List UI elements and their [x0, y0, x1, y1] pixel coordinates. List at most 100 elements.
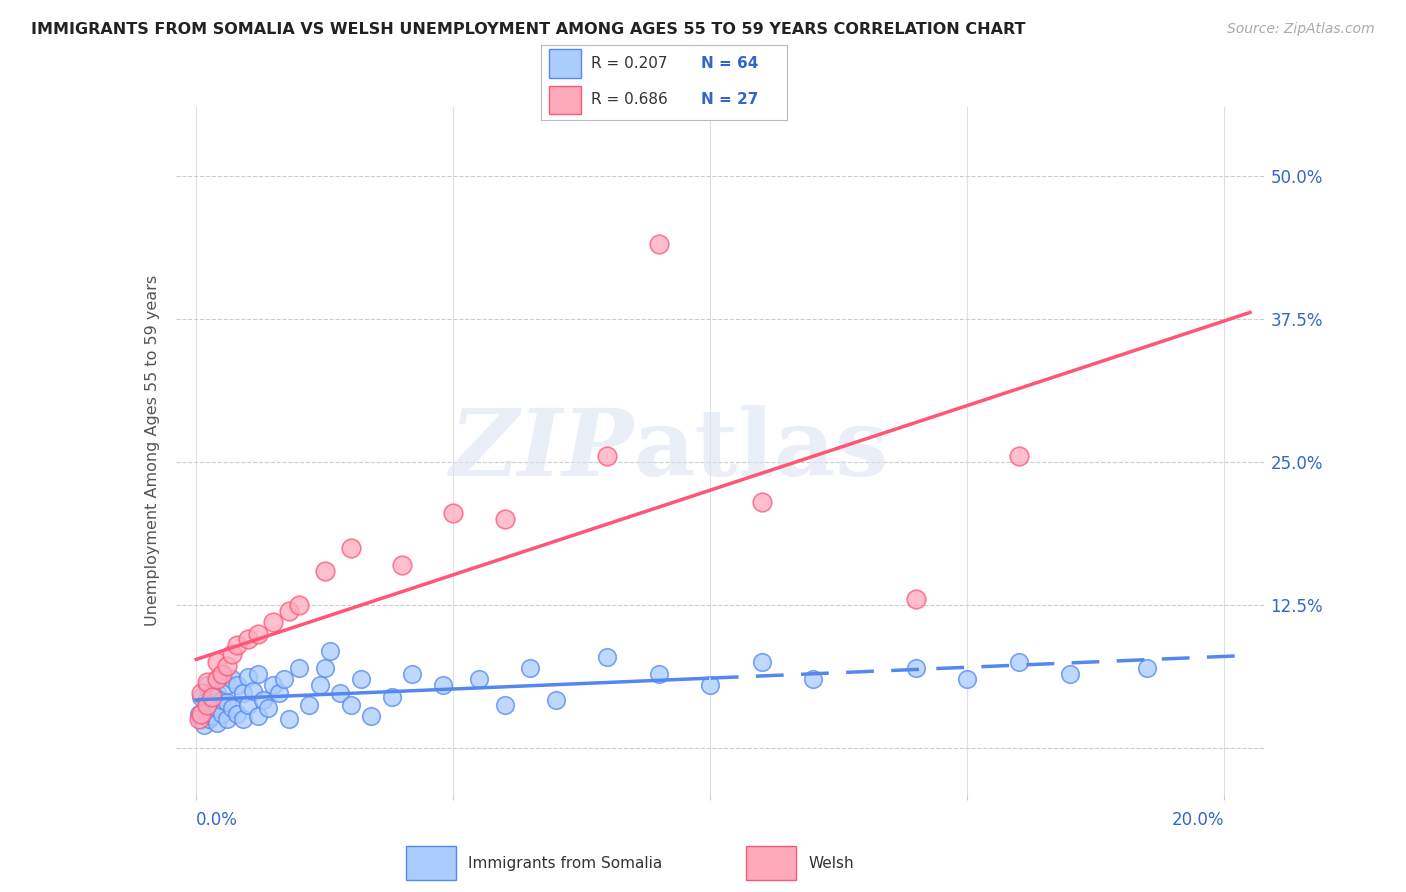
Point — [221, 647, 243, 661]
FancyBboxPatch shape — [406, 846, 456, 880]
Point — [205, 673, 228, 687]
Point — [519, 661, 541, 675]
Point — [401, 666, 423, 681]
Point — [205, 655, 228, 669]
Point — [494, 698, 516, 712]
Point — [648, 237, 671, 252]
Point — [226, 678, 249, 692]
Point — [262, 678, 284, 692]
Point — [699, 678, 721, 692]
Point — [329, 686, 352, 700]
Point — [751, 495, 773, 509]
FancyBboxPatch shape — [548, 49, 581, 78]
Point — [1008, 655, 1031, 669]
Point — [246, 626, 269, 640]
Point — [195, 674, 218, 689]
Point — [217, 678, 239, 692]
Point — [441, 507, 464, 521]
Point — [190, 713, 212, 727]
Point — [201, 690, 224, 704]
Point — [236, 670, 259, 684]
Point — [217, 713, 239, 727]
Point — [339, 541, 361, 555]
Point — [187, 713, 209, 727]
Point — [298, 698, 321, 712]
FancyBboxPatch shape — [548, 86, 581, 114]
Point — [596, 449, 619, 463]
Point — [904, 661, 927, 675]
Point — [236, 632, 259, 647]
Point — [242, 683, 264, 698]
Point — [195, 706, 218, 721]
Point — [468, 673, 491, 687]
Point — [751, 655, 773, 669]
Text: R = 0.686: R = 0.686 — [591, 93, 668, 107]
Point — [226, 706, 249, 721]
Text: atlas: atlas — [633, 406, 889, 495]
Point — [648, 666, 671, 681]
Point — [198, 713, 221, 727]
Point — [190, 706, 212, 721]
Point — [205, 686, 228, 700]
Point — [1059, 666, 1081, 681]
Point — [288, 598, 311, 612]
FancyBboxPatch shape — [747, 846, 796, 880]
Point — [801, 673, 824, 687]
Point — [201, 683, 224, 698]
Point — [246, 709, 269, 723]
Text: IMMIGRANTS FROM SOMALIA VS WELSH UNEMPLOYMENT AMONG AGES 55 TO 59 YEARS CORRELAT: IMMIGRANTS FROM SOMALIA VS WELSH UNEMPLO… — [31, 22, 1025, 37]
Point — [195, 678, 218, 692]
Point — [232, 713, 254, 727]
Point — [546, 693, 568, 707]
Point — [236, 698, 259, 712]
Point — [432, 678, 454, 692]
Point — [314, 661, 336, 675]
Point — [262, 615, 284, 630]
Point — [267, 686, 290, 700]
Point — [190, 686, 212, 700]
Point — [904, 592, 927, 607]
Point — [956, 673, 979, 687]
Point — [195, 698, 218, 712]
Point — [308, 678, 330, 692]
Point — [195, 693, 218, 707]
Point — [277, 713, 299, 727]
Point — [205, 715, 228, 730]
Point — [360, 709, 382, 723]
Point — [273, 673, 295, 687]
Point — [187, 706, 209, 721]
Text: ZIP: ZIP — [449, 406, 633, 495]
Point — [221, 673, 243, 687]
Point — [190, 690, 212, 704]
Point — [494, 512, 516, 526]
Y-axis label: Unemployment Among Ages 55 to 59 years: Unemployment Among Ages 55 to 59 years — [145, 275, 160, 626]
Point — [201, 698, 224, 712]
Text: N = 27: N = 27 — [702, 93, 759, 107]
Point — [211, 666, 233, 681]
Point — [319, 644, 342, 658]
Point — [205, 673, 228, 687]
Point — [252, 693, 274, 707]
Text: R = 0.207: R = 0.207 — [591, 56, 666, 71]
Text: N = 64: N = 64 — [702, 56, 759, 71]
Point — [1136, 661, 1159, 675]
Text: Immigrants from Somalia: Immigrants from Somalia — [468, 855, 662, 871]
Point — [277, 604, 299, 618]
Text: 0.0%: 0.0% — [197, 811, 238, 829]
Point — [226, 638, 249, 652]
Point — [205, 701, 228, 715]
Point — [381, 690, 404, 704]
Point — [193, 718, 215, 732]
Text: Source: ZipAtlas.com: Source: ZipAtlas.com — [1227, 22, 1375, 37]
Point — [201, 709, 224, 723]
Text: 20.0%: 20.0% — [1171, 811, 1225, 829]
Point — [221, 701, 243, 715]
Point — [1008, 449, 1031, 463]
Point — [596, 649, 619, 664]
Point — [217, 695, 239, 709]
Point — [211, 706, 233, 721]
Point — [350, 673, 373, 687]
Point — [314, 564, 336, 578]
Point — [211, 666, 233, 681]
Point — [217, 658, 239, 673]
